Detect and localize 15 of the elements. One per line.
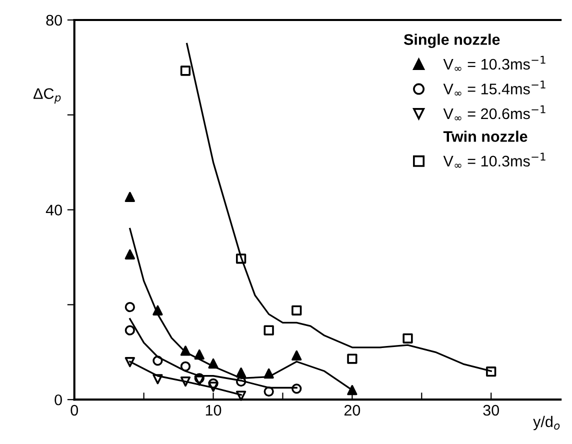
legend-label: V$_{∞}$ = 10.3ms$^{−1}$ [443,56,546,71]
legend-label: V$_{∞}$ = 15.4ms$^{−1}$ [443,80,546,96]
legend-title: Single nozzle [404,34,500,48]
x-tick-label: 20 [344,404,360,416]
y-axis-title: ΔC$_{p}$ [33,88,61,104]
x-tick-label: 30 [483,404,500,416]
x-tick-label: 10 [206,404,222,416]
x-tick-label: 0 [70,404,78,416]
y-tick-label: 80 [46,14,62,26]
x-axis-title: y/d$_{o}$ [533,416,560,430]
y-tick-label: 0 [54,394,62,406]
legend-label: V$_{∞}$ = 20.6ms$^{−1}$ [443,105,546,120]
y-tick-label: 40 [46,204,62,216]
legend-label: V$_{∞}$ = 10.3ms$^{−1}$ [443,152,546,168]
annotation: Twin nozzle [443,130,528,142]
